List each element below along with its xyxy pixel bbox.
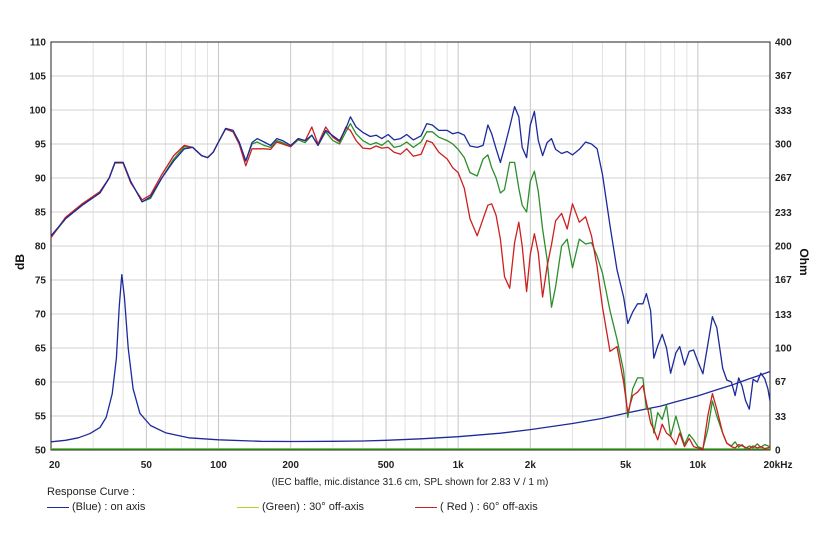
y2-tick-label: 100 (775, 344, 792, 355)
y2-tick-label: 400 (775, 38, 792, 49)
x-tick-label: 100 (210, 460, 227, 471)
response-curve-1 (50, 122, 771, 450)
response-curve-2 (50, 126, 771, 450)
y2-tick-label: 267 (775, 173, 792, 184)
y2-tick-label: 200 (775, 242, 792, 253)
y-axis-ticks: 110 105 100 95 90 85 80 75 70 65 60 55 50 (29, 38, 46, 457)
y-tick-label: 65 (35, 344, 47, 355)
grid (51, 42, 770, 450)
y-tick-label: 75 (35, 276, 47, 287)
y2-tick-label: 300 (775, 140, 792, 151)
y-tick-label: 80 (35, 242, 47, 253)
x-tick-label: 1k (453, 460, 465, 471)
y-tick-label: 90 (35, 174, 47, 185)
y2-tick-label: 333 (775, 106, 792, 117)
x-tick-label: 20kHz (764, 460, 793, 471)
x-tick-label: 5k (620, 460, 632, 471)
legend-title: Response Curve : (47, 486, 136, 498)
y2-tick-label: 167 (775, 275, 792, 286)
y-tick-label: 105 (29, 72, 46, 83)
legend-swatch-red (415, 506, 437, 508)
legend-item-blue: (Blue) : on axis (47, 501, 237, 513)
y-tick-label: 95 (35, 140, 47, 151)
y-tick-label: 85 (35, 208, 47, 219)
legend-label-green: (Green) : 30° off-axis (262, 501, 365, 513)
legend-swatch-blue (47, 506, 69, 508)
x-axis-caption: (IEC baffle, mic.distance 31.6 cm, SPL s… (272, 477, 549, 488)
y2-axis-ticks: 400 367 333 300 267 233 200 167 133 100 67 33 0 (775, 38, 792, 457)
legend-swatch-green (237, 506, 259, 508)
y-tick-label: 60 (35, 378, 47, 389)
plot-frame (50, 41, 771, 451)
y2-tick-label: 67 (775, 377, 787, 388)
curves (50, 105, 771, 450)
x-tick-label: 2k (525, 460, 537, 471)
legend-label-red: ( Red ) : 60° off-axis (440, 501, 538, 513)
legend-row: (Blue) : on axis (Green) : 30° off-axis … (47, 501, 593, 513)
y2-axis-title: Ohm (797, 248, 811, 275)
impedance-curve (50, 273, 771, 443)
legend-item-green: (Green) : 30° off-axis (237, 501, 415, 513)
y2-tick-label: 367 (775, 71, 792, 82)
y2-tick-label: 33 (775, 412, 787, 423)
y-tick-label: 100 (29, 106, 46, 117)
x-axis-ticks: 20 50 100 200 500 1k 2k 5k 10k 20kHz (49, 460, 792, 471)
y-tick-label: 110 (30, 38, 47, 49)
legend-label-blue: (Blue) : on axis (72, 501, 146, 513)
y-axis-title: dB (13, 254, 27, 270)
response-curve-0 (50, 105, 771, 410)
x-tick-label: 200 (282, 460, 299, 471)
legend-item-red: ( Red ) : 60° off-axis (415, 501, 593, 513)
x-tick-label: 10k (690, 460, 707, 471)
y2-tick-label: 133 (775, 310, 792, 321)
x-tick-label: 500 (378, 460, 395, 471)
y-tick-label: 70 (35, 310, 47, 321)
x-tick-label: 50 (141, 460, 153, 471)
y2-tick-label: 233 (775, 208, 792, 219)
y-tick-label: 50 (35, 446, 47, 457)
y2-tick-label: 0 (775, 446, 781, 457)
x-tick-label: 20 (49, 460, 61, 471)
legend: Response Curve : (Blue) : on axis (Green… (47, 486, 593, 513)
y-tick-label: 55 (35, 412, 47, 423)
